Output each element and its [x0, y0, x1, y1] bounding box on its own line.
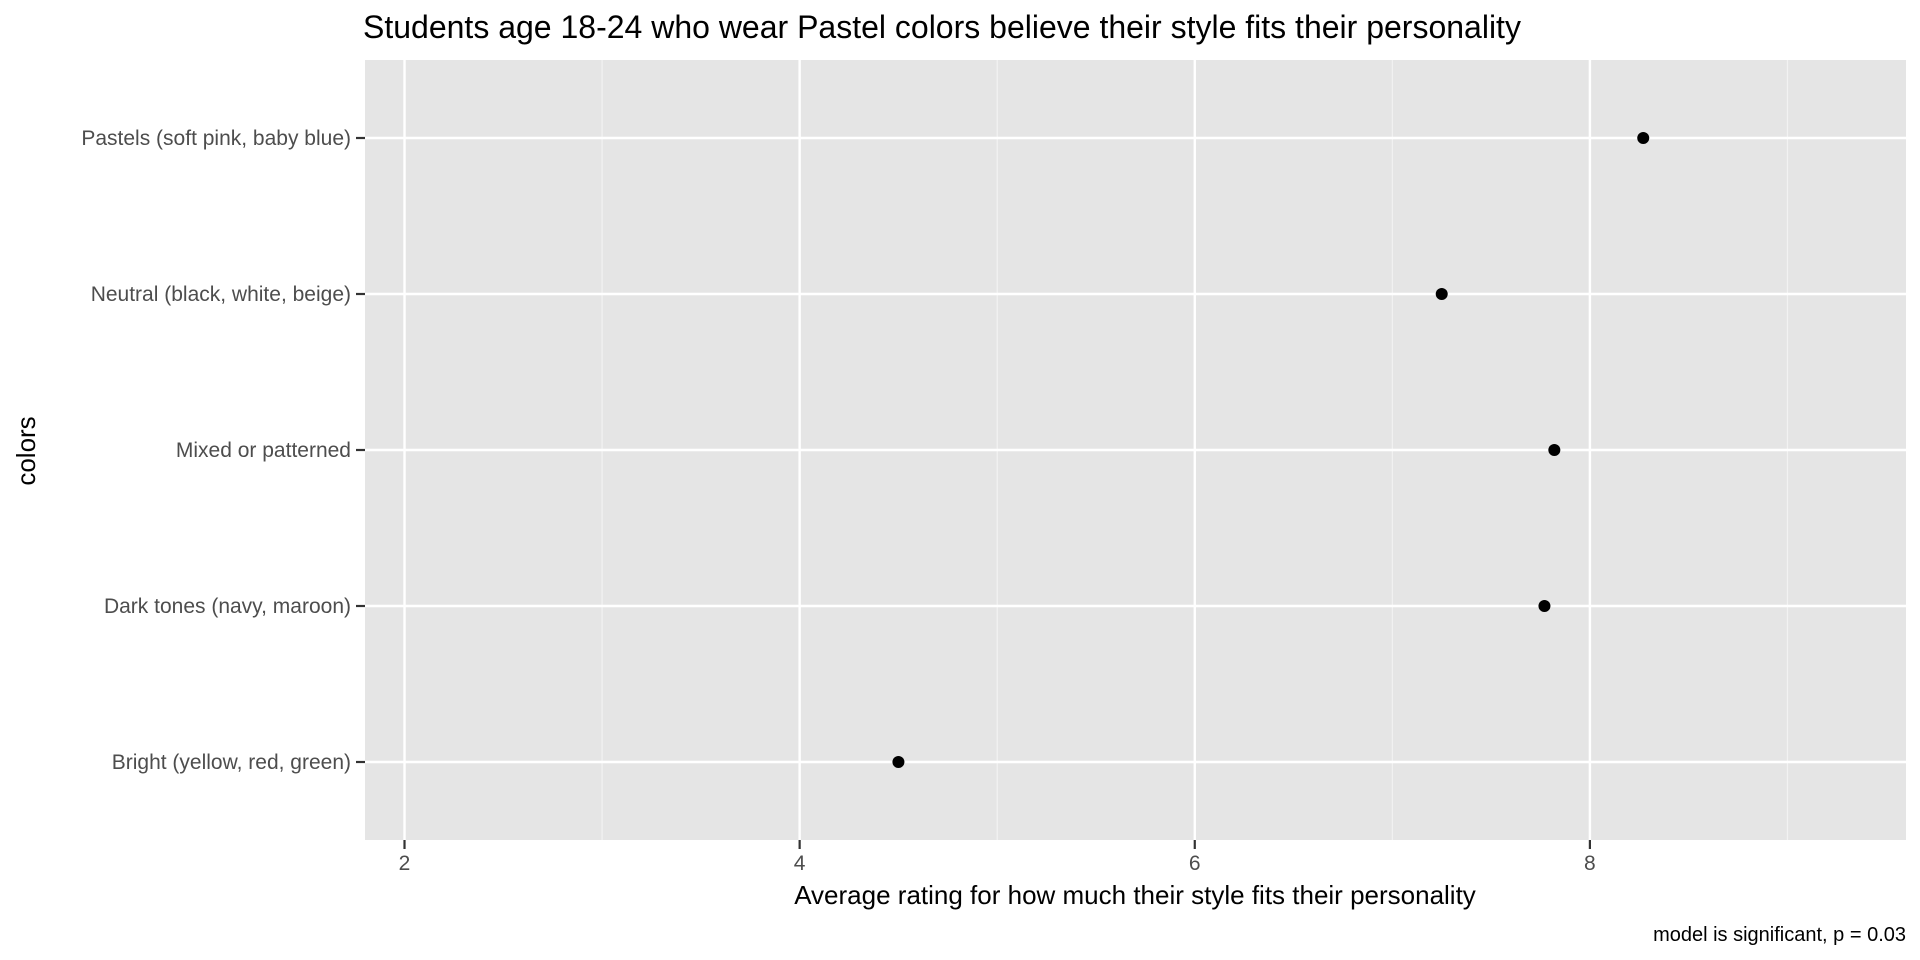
y-axis: Pastels (soft pink, baby blue) Neutral (b…: [81, 127, 365, 774]
y-tick-label: Pastels (soft pink, baby blue): [81, 127, 351, 150]
chart-caption: model is significant, p = 0.03: [1653, 924, 1906, 946]
data-point: [1538, 600, 1551, 612]
y-tick-label: Bright (yellow, red, green): [112, 751, 351, 774]
major-gridlines: [365, 60, 1906, 840]
data-point: [1548, 444, 1561, 456]
y-tick-label: Mixed or patterned: [176, 439, 351, 462]
data-points: [892, 132, 1650, 768]
y-tick-label: Neutral (black, white, beige): [91, 283, 351, 306]
x-tick-label: 6: [1189, 852, 1201, 875]
y-tick-label: Dark tones (navy, maroon): [104, 595, 351, 618]
data-point: [1435, 288, 1448, 300]
x-tick-label: 2: [399, 852, 411, 875]
x-tick-label: 8: [1584, 852, 1596, 875]
x-axis-title: Average rating for how much their style …: [794, 880, 1476, 910]
chart-title: Students age 18-24 who wear Pastel color…: [363, 9, 1521, 45]
x-tick-label: 4: [794, 852, 806, 875]
x-axis: 2 4 6 8: [399, 840, 1596, 875]
y-axis-title: colors: [11, 416, 41, 485]
data-point: [892, 756, 905, 768]
data-point: [1637, 132, 1650, 144]
